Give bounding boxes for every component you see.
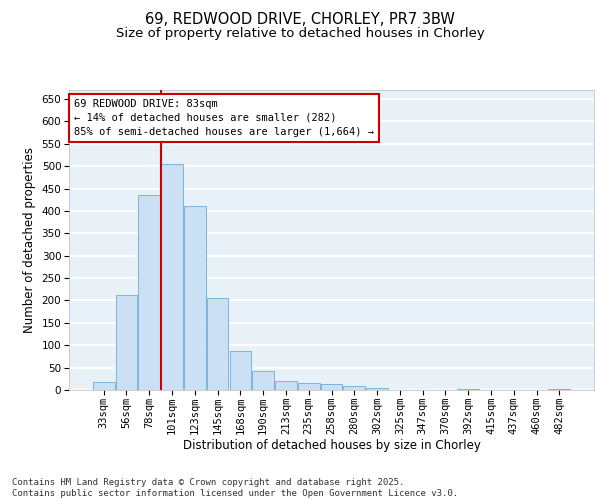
Bar bbox=[230, 352, 251, 390]
Bar bbox=[275, 381, 297, 390]
Text: Contains HM Land Registry data © Crown copyright and database right 2025.
Contai: Contains HM Land Registry data © Crown c… bbox=[12, 478, 458, 498]
Bar bbox=[139, 195, 160, 390]
Bar bbox=[320, 384, 343, 390]
Bar bbox=[161, 164, 183, 390]
Bar bbox=[548, 389, 570, 390]
Bar bbox=[457, 388, 479, 390]
Bar bbox=[343, 386, 365, 390]
Bar bbox=[253, 371, 274, 390]
X-axis label: Distribution of detached houses by size in Chorley: Distribution of detached houses by size … bbox=[182, 440, 481, 452]
Bar bbox=[116, 294, 137, 390]
Bar bbox=[366, 388, 388, 390]
Y-axis label: Number of detached properties: Number of detached properties bbox=[23, 147, 36, 333]
Text: 69 REDWOOD DRIVE: 83sqm
← 14% of detached houses are smaller (282)
85% of semi-d: 69 REDWOOD DRIVE: 83sqm ← 14% of detache… bbox=[74, 99, 374, 137]
Text: 69, REDWOOD DRIVE, CHORLEY, PR7 3BW: 69, REDWOOD DRIVE, CHORLEY, PR7 3BW bbox=[145, 12, 455, 28]
Bar bbox=[298, 383, 320, 390]
Bar bbox=[93, 382, 115, 390]
Bar bbox=[207, 298, 229, 390]
Text: Size of property relative to detached houses in Chorley: Size of property relative to detached ho… bbox=[116, 28, 484, 40]
Bar bbox=[184, 206, 206, 390]
